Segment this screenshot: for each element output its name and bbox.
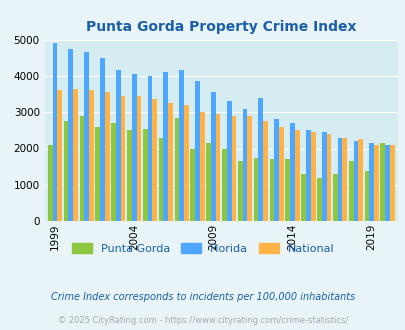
Title: Punta Gorda Property Crime Index: Punta Gorda Property Crime Index [86, 20, 356, 34]
Bar [100, 58, 104, 221]
Bar [127, 130, 132, 221]
Legend: Punta Gorda, Florida, National: Punta Gorda, Florida, National [67, 239, 338, 258]
Bar [310, 132, 315, 221]
Bar [163, 72, 168, 221]
Bar [316, 178, 321, 221]
Bar [274, 119, 278, 221]
Bar [285, 159, 290, 221]
Bar [237, 161, 242, 221]
Bar [95, 127, 100, 221]
Bar [136, 96, 141, 221]
Bar [179, 71, 183, 221]
Bar [143, 129, 147, 221]
Bar [341, 138, 346, 221]
Bar [174, 118, 179, 221]
Bar [357, 139, 362, 221]
Bar [89, 90, 94, 221]
Bar [379, 143, 384, 221]
Bar [305, 130, 310, 221]
Bar [269, 159, 274, 221]
Bar [389, 145, 394, 221]
Bar [57, 90, 62, 221]
Bar [301, 174, 305, 221]
Bar [206, 143, 211, 221]
Bar [294, 130, 299, 221]
Bar [68, 49, 73, 221]
Bar [321, 132, 326, 221]
Bar [199, 112, 204, 221]
Bar [147, 76, 152, 221]
Bar [53, 43, 57, 221]
Bar [384, 145, 389, 221]
Bar [116, 71, 120, 221]
Bar [215, 114, 220, 221]
Bar [195, 82, 199, 221]
Bar [226, 101, 231, 221]
Bar [348, 161, 353, 221]
Bar [132, 74, 136, 221]
Bar [258, 98, 262, 221]
Bar [104, 92, 109, 221]
Bar [120, 96, 125, 221]
Bar [158, 138, 163, 221]
Bar [353, 141, 357, 221]
Bar [262, 121, 267, 221]
Bar [369, 143, 373, 221]
Bar [278, 127, 283, 221]
Bar [242, 109, 247, 221]
Bar [222, 148, 226, 221]
Bar [253, 158, 258, 221]
Bar [48, 145, 53, 221]
Text: © 2025 CityRating.com - https://www.cityrating.com/crime-statistics/: © 2025 CityRating.com - https://www.city… [58, 315, 347, 325]
Bar [290, 123, 294, 221]
Bar [231, 116, 236, 221]
Bar [326, 134, 330, 221]
Bar [247, 116, 252, 221]
Bar [168, 103, 173, 221]
Bar [79, 116, 84, 221]
Bar [211, 92, 215, 221]
Bar [183, 105, 188, 221]
Text: Crime Index corresponds to incidents per 100,000 inhabitants: Crime Index corresponds to incidents per… [51, 292, 354, 302]
Bar [73, 89, 78, 221]
Bar [373, 145, 378, 221]
Bar [337, 138, 341, 221]
Bar [190, 148, 195, 221]
Bar [152, 100, 157, 221]
Bar [64, 121, 68, 221]
Bar [364, 171, 369, 221]
Bar [84, 52, 89, 221]
Bar [111, 123, 116, 221]
Bar [332, 174, 337, 221]
